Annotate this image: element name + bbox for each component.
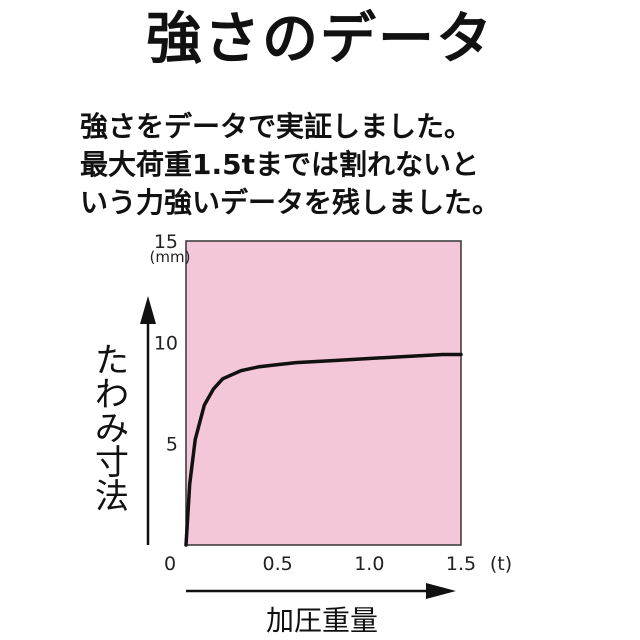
y-axis-ticks: 5 10 15 [154,231,178,456]
page-title: 強さのデータ [146,7,494,72]
plot-area [185,240,462,546]
x-axis-label: 加圧重量 [266,604,378,637]
y-tick-label: 10 [154,332,178,354]
y-axis-arrow [140,296,156,545]
description-line-1: 強さをデータで実証しました。 [80,110,473,143]
description-line-2: 最大荷重1.5tまでは割れないと [80,148,479,181]
x-tick-label: 0.5 [263,553,293,575]
y-axis-label-char: 寸 [95,443,129,483]
x-tick-label: 0 [164,553,176,575]
description-line-3: いう力強いデータを残しました。 [80,186,501,219]
y-tick-label: 15 [154,231,178,253]
x-axis-arrow [186,583,456,599]
x-tick-label: 1.5 [446,553,476,575]
x-axis-unit: (t) [490,553,512,575]
description-text: 強さをデータで実証しました。 最大荷重1.5tまでは割れないと いう力強いデータ… [80,108,500,222]
x-axis-ticks: 0 0.5 1.0 1.5 [164,553,476,575]
deflection-curve [184,352,463,547]
y-axis-label-char: み [95,409,129,449]
y-axis-label-char: 法 [95,477,129,517]
x-tick-label: 1.0 [354,553,384,575]
y-axis-label-char: わ [95,375,129,415]
y-tick-label: 5 [166,434,178,456]
y-axis-unit: (mm) [150,248,191,266]
y-axis-label-char: た [95,341,129,381]
